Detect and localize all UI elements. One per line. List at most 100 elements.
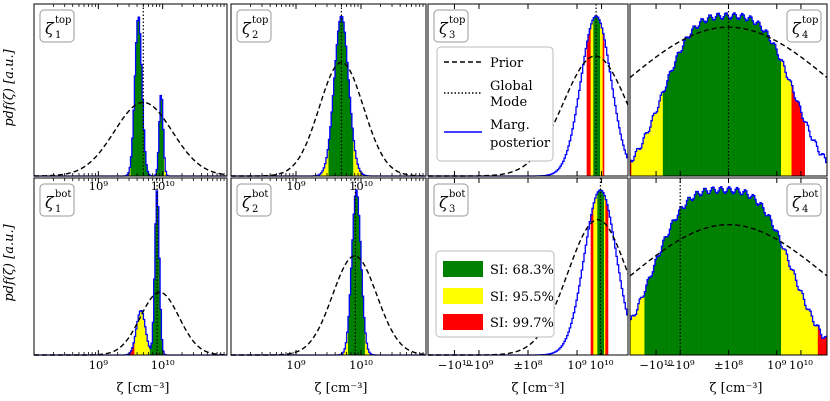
legend-si95-swatch xyxy=(443,288,483,304)
bar-top-4-95 xyxy=(754,24,757,176)
bar-bot-4-86 xyxy=(742,191,745,355)
bar-bot-4-56 xyxy=(703,188,706,355)
bar-bot-3-128 xyxy=(598,190,601,355)
bar-top-2-88 xyxy=(345,46,347,177)
legend-si95-label: SI: 95.5% xyxy=(490,290,554,305)
bar-top-4-131 xyxy=(802,118,804,176)
bar-bot-4-107 xyxy=(770,219,773,355)
bar-bot-4-6 xyxy=(637,303,640,355)
bar-bot-4-103 xyxy=(765,215,767,355)
bar-top-2-75 xyxy=(328,139,331,176)
bar-top-4-25 xyxy=(662,91,665,176)
bar-bot-3-131 xyxy=(602,192,605,355)
panel-bot-4: −10¹⁰−10⁹ ±10⁸ 10⁹ 10¹⁰ ζ 4 bot xyxy=(629,177,828,372)
panel-label-symbol-bot-4: ζ xyxy=(792,193,802,212)
bar-bot-4-122 xyxy=(790,269,792,355)
bar-bot-4-96 xyxy=(756,203,758,355)
bar-bot-1-88 xyxy=(147,341,149,355)
bar-bot-4-61 xyxy=(710,190,712,355)
bar-bot-4-47 xyxy=(691,200,694,355)
bar-top-4-78 xyxy=(732,14,735,177)
bar-top-4-26 xyxy=(664,90,666,176)
bar-top-4-117 xyxy=(783,66,786,176)
bar-top-4-35 xyxy=(675,56,678,176)
panel-label-symbol-top-1: ζ xyxy=(45,19,55,38)
bar-top-4-51 xyxy=(696,28,699,176)
bar-top-4-119 xyxy=(786,77,788,176)
bar-top-1-80 xyxy=(136,20,139,176)
bar-top-1-85 xyxy=(143,129,145,176)
xlabel-4: ζ [cm⁻³] xyxy=(709,381,762,396)
bar-top-4-92 xyxy=(750,17,753,176)
bar-top-4-70 xyxy=(721,19,724,176)
bar-top-2-90 xyxy=(348,79,350,176)
bar-bot-4-58 xyxy=(706,190,708,355)
bar-bot-4-141 xyxy=(815,325,817,355)
bar-bot-4-26 xyxy=(664,237,666,355)
bar-bot-4-83 xyxy=(739,192,741,355)
bar-top-4-32 xyxy=(672,70,674,176)
bar-bot-4-105 xyxy=(767,214,770,355)
bar-bot-4-142 xyxy=(816,324,819,355)
bar-bot-4-134 xyxy=(805,309,808,355)
bar-bot-1-87 xyxy=(145,334,148,355)
panel-label-symbol-top-2: ζ xyxy=(242,19,252,38)
bar-bot-1-92 xyxy=(152,322,154,355)
bar-top-4-81 xyxy=(736,17,738,176)
bar-top-4-64 xyxy=(714,19,716,177)
bar-top-4-40 xyxy=(682,46,685,176)
bar-bot-4-46 xyxy=(690,199,693,355)
legend-posterior-label-2: posterior xyxy=(490,136,551,151)
bar-bot-4-111 xyxy=(775,230,778,355)
bar-bot-3-134 xyxy=(606,204,609,355)
bar-bot-4-137 xyxy=(809,311,812,355)
bar-bot-4-44 xyxy=(687,197,690,355)
bar-top-4-115 xyxy=(781,59,783,176)
bar-bot-4-124 xyxy=(792,270,795,355)
bar-bot-4-36 xyxy=(677,215,679,355)
bar-top-4-56 xyxy=(703,21,706,177)
bar-bot-4-109 xyxy=(773,229,775,355)
bar-top-4-102 xyxy=(763,31,766,176)
bar-bot-4-21 xyxy=(657,256,660,355)
bar-top-4-108 xyxy=(771,43,774,177)
bar-bot-1-81 xyxy=(138,315,140,355)
prior-line-top-1 xyxy=(34,101,228,177)
xticklabel-bot-4-4: 10¹⁰ xyxy=(789,358,813,372)
panel-bot-1: 10⁹ 10¹⁰ ζ 1 bot xyxy=(33,177,228,372)
bar-top-4-46 xyxy=(690,33,693,177)
bar-top-3-129 xyxy=(600,23,602,177)
bar-top-3-130 xyxy=(601,27,603,176)
bar-top-1-75 xyxy=(130,156,133,176)
bar-top-4-9 xyxy=(641,143,644,176)
bar-bot-4-97 xyxy=(757,205,760,355)
bar-top-2-73 xyxy=(325,157,328,176)
bar-top-4-83 xyxy=(739,18,741,177)
panel-top-3: ζ 3 top xyxy=(427,3,629,177)
panel-label-sub-bot-4: 4 xyxy=(802,204,808,215)
bar-bot-2-93 xyxy=(351,239,354,355)
legend-si68-label: SI: 68.3% xyxy=(490,263,554,278)
bar-bot-4-48 xyxy=(693,198,695,355)
frame-bot-1 xyxy=(33,177,228,356)
bar-bot-4-14 xyxy=(648,277,650,355)
bar-top-4-126 xyxy=(795,100,798,176)
bar-bot-4-37 xyxy=(678,210,681,355)
bar-top-2-85 xyxy=(341,16,344,176)
bar-top-4-128 xyxy=(798,102,800,176)
bar-top-2-80 xyxy=(335,60,337,176)
xticklabel-bot-1-0: 10⁹ xyxy=(89,358,109,372)
bar-top-4-54 xyxy=(700,18,703,177)
legend-mode-label-2: Mode xyxy=(490,95,527,110)
bar-top-4-67 xyxy=(717,13,720,176)
bar-top-4-118 xyxy=(784,72,787,176)
bar-bot-4-125 xyxy=(794,274,796,355)
bar-top-2-96 xyxy=(355,158,358,176)
bar-top-4-60 xyxy=(708,15,711,177)
bar-top-2-94 xyxy=(353,140,355,176)
bar-bot-1-75 xyxy=(130,350,133,355)
bar-top-4-34 xyxy=(674,61,677,176)
bar-bot-1-94 xyxy=(154,223,157,355)
bar-top-4-90 xyxy=(748,17,750,176)
bar-top-2-72 xyxy=(324,163,327,176)
